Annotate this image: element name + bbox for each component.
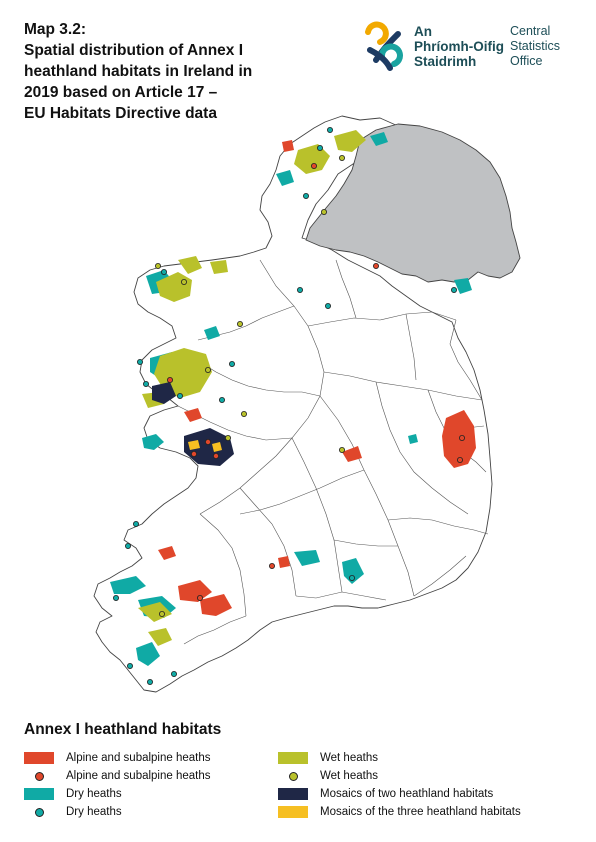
wet-heath-point [338,446,345,453]
wet-heath-point [224,434,231,441]
logo-irish-line: An [414,24,432,39]
title-line: Map 3.2: [24,21,87,38]
mosaic-two-swatch [278,788,308,800]
legend-label: Dry heaths [66,806,122,818]
dry-heath-point [326,126,333,133]
heath-points [113,126,465,686]
legend-item-dry-point: Dry heaths [24,803,122,821]
wet-heath-point [236,320,243,327]
cso-logo-mark-icon [365,21,403,71]
alpine-point-marker [24,770,54,782]
logo-english-name: Central Statistics Office [510,24,560,69]
dry-point-marker [24,806,54,818]
wet-heath-point [240,410,247,417]
dry-heath-point [171,671,178,678]
dry-heath-point [147,679,154,686]
legend-item-mosaic-three: Mosaics of the three heathland habitats [278,803,521,821]
logo-english-line: Statistics [510,39,561,53]
title-line: 2019 based on Article 17 – [24,84,218,101]
alpine-heath-point [197,594,204,601]
cso-logo: An Phríomh-Oifig Staidrimh Central Stati… [360,18,580,78]
alpine-heath-point [458,434,465,441]
alpine-heath-point [268,562,275,569]
wet-heath-point [205,366,212,373]
dry-heath-point [143,380,150,387]
wet-point-marker [278,770,308,782]
title-line: Spatial distribution of Annex I [24,42,244,59]
wet-heath-point [338,155,345,162]
alpine-heath-point [167,376,174,383]
alpine-heath-areas [158,140,476,616]
legend-label: Alpine and subalpine heaths [66,770,211,782]
legend-item-wet-area: Wet heaths [278,749,378,767]
legend-label: Wet heaths [320,752,378,764]
wet-heath-point [320,209,327,216]
logo-english-line: Office [510,54,543,68]
wet-heath-point [181,278,188,285]
alpine-heath-point [205,438,212,445]
dry-heath-point [348,574,355,581]
mosaic-three-areas [188,440,222,452]
county-boundaries [177,259,489,645]
legend-item-alpine-area: Alpine and subalpine heaths [24,749,211,767]
heath-areas [110,130,476,666]
ireland-map [93,115,521,693]
alpine-heath-point [191,450,198,457]
wet-heath-areas [138,130,366,646]
legend-title: Annex I heathland habitats [24,721,222,738]
mosaic-three-swatch [278,806,308,818]
legend-label: Alpine and subalpine heaths [66,752,211,764]
dry-area-swatch [24,788,54,800]
dry-heath-point [218,396,225,403]
dry-heath-point [137,358,144,365]
legend-item-mosaic-two: Mosaics of two heathland habitats [278,785,493,803]
dry-heath-point [450,286,457,293]
logo-irish-line: Phríomh-Oifig [414,39,504,54]
ireland-outline [93,115,493,693]
alpine-heath-point [456,456,463,463]
legend-label: Mosaics of the three heathland habitats [320,806,521,818]
alpine-heath-point [372,262,379,269]
dry-heath-point [161,268,168,275]
dry-heath-point [125,542,132,549]
dry-heath-point [127,663,134,670]
alpine-heath-point [310,163,317,170]
map-title: Map 3.2: Spatial distribution of Annex I… [24,19,324,124]
dry-heath-point [228,360,235,367]
mosaic-two-areas [152,382,234,466]
alpine-area-swatch [24,752,54,764]
dry-heath-point [316,145,323,152]
dry-heath-point [177,392,184,399]
map-base [93,115,521,693]
northern-ireland-region [305,123,521,283]
wet-heath-point [155,262,162,269]
dry-heath-point [302,193,309,200]
dry-heath-point [133,520,140,527]
legend-item-alpine-point: Alpine and subalpine heaths [24,767,211,785]
title-line: heathland habitats in Ireland in [24,63,253,80]
dry-heath-point [113,594,120,601]
legend-label: Dry heaths [66,788,122,800]
legend-item-wet-point: Wet heaths [278,767,378,785]
wet-area-swatch [278,752,308,764]
logo-irish-name: An Phríomh-Oifig Staidrimh [414,24,504,69]
legend-label: Wet heaths [320,770,378,782]
alpine-heath-point [212,452,219,459]
dry-heath-point [296,286,303,293]
logo-irish-line: Staidrimh [414,54,477,69]
logo-english-line: Central [510,24,551,38]
legend-label: Mosaics of two heathland habitats [320,788,494,800]
title-line: EU Habitats Directive data [24,105,217,122]
legend-item-dry-area: Dry heaths [24,785,122,803]
wet-heath-point [159,610,166,617]
dry-heath-point [324,302,331,309]
